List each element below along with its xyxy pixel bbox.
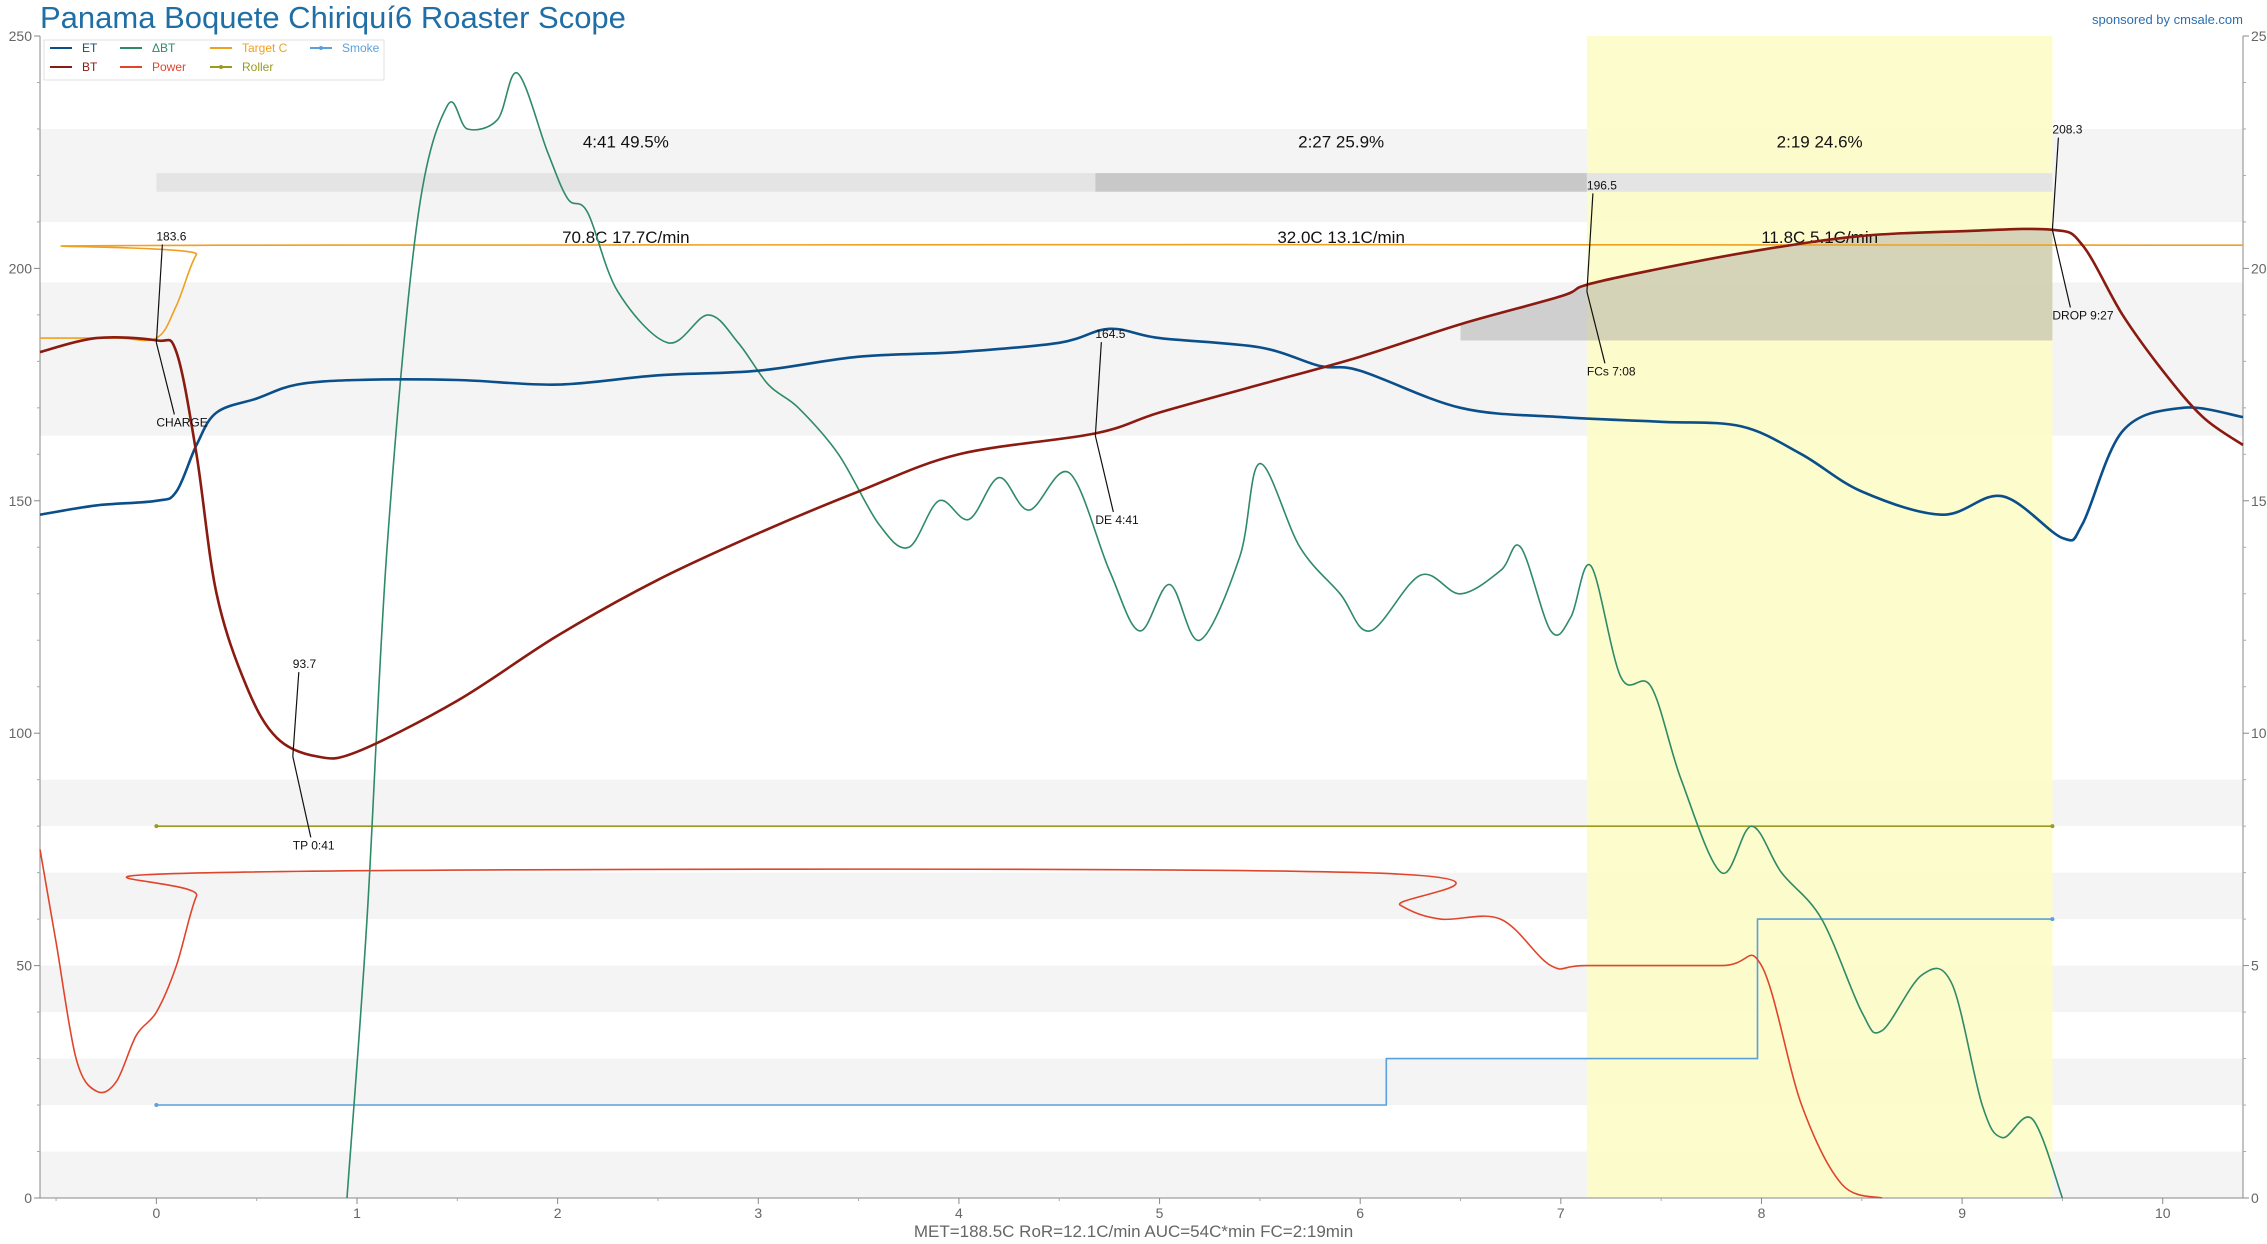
legend-item: ΔBT [120,41,176,55]
event-leader [292,672,300,757]
event-leader [292,756,312,838]
event-leader [155,244,163,343]
x-tick-label: 6 [1356,1205,1364,1221]
event-label: DROP 9:27 [2052,309,2113,323]
series-line-targetc [39,243,2244,342]
legend-item: Smoke [310,41,380,55]
phase-bar-segment [1095,173,1587,192]
phase-ror-label: 11.8C 5.1C/min [1761,228,1878,247]
event-leader [1094,342,1102,436]
event-leader [2051,137,2059,230]
phase-ror-label: 70.8C 17.7C/min [562,228,690,247]
legend-item: BT [50,60,98,74]
phase-label: 2:19 24.6% [1777,133,1863,152]
stats-line: MET=188.5C RoR=12.1C/min AUC=54C*min FC=… [913,1222,1354,1241]
x-tick-label: 9 [1958,1205,1966,1221]
event-value: 208.3 [2052,123,2082,137]
event-value: 164.5 [1095,327,1125,341]
legend-item: Roller [210,60,273,74]
y2-tick-label: 15 [2251,493,2267,509]
legend: ET BT ΔBT Power Target C Roller Smoke [43,39,385,81]
y-tick-label: 250 [9,28,33,44]
event-leader [2051,229,2071,308]
legend-label: ET [82,41,98,55]
y2-tick-label: 0 [2251,1190,2259,1206]
legend-label: Power [152,60,186,74]
legend-label: Smoke [342,41,380,55]
phase-bar-segment [1586,173,2053,192]
legend-label: Roller [242,60,273,74]
legend-item: Power [120,60,186,74]
development-band [1586,36,2053,1198]
y2-tick-label: 10 [2251,725,2267,741]
y2-tick-label: 20 [2251,260,2267,276]
phase-label: 4:41 49.5% [583,133,669,152]
legend-box [43,39,385,81]
chart-title: Panama Boquete Chiriquí6 Roaster Scope [40,0,626,35]
x-tick-label: 4 [955,1205,963,1221]
x-tick-label: 1 [353,1205,361,1221]
legend-label: ΔBT [152,41,176,55]
legend-item: Target C [210,41,288,55]
event-leader [1586,291,1606,364]
legend-item: ET [50,41,98,55]
event-value: 93.7 [293,657,317,671]
y-tick-label: 100 [9,725,33,741]
smoke-marker [154,1103,159,1108]
x-tick-label: 5 [1156,1205,1164,1221]
series-line-bt [39,227,2244,760]
roller-marker [154,824,159,829]
event-leader [1094,435,1114,513]
y-tick-label: 0 [24,1190,32,1206]
smoke-marker [2050,917,2055,922]
x-tick-label: 7 [1557,1205,1565,1221]
x-tick-label: 10 [2155,1205,2171,1221]
event-label: CHARGE [156,415,207,429]
event-value: 183.6 [156,230,186,244]
y2-tick-label: 5 [2251,958,2259,974]
y-tick-label: 200 [9,260,33,276]
phase-bar-segment [156,173,1096,192]
sponsor-link[interactable]: sponsored by cmsale.com [2091,12,2243,27]
y-tick-label: 150 [9,493,33,509]
auc-area [1460,229,2053,341]
x-tick-label: 0 [152,1205,160,1221]
event-label: FCs 7:08 [1587,364,1636,378]
event-leader [1586,193,1594,292]
y-tick-label: 50 [16,958,32,974]
event-label: TP 0:41 [293,838,335,852]
phase-label: 2:27 25.9% [1298,133,1384,152]
x-tick-label: 3 [754,1205,762,1221]
y2-tick-label: 25 [2251,28,2267,44]
event-leader [155,342,175,415]
series-line-smoke [156,918,2053,1106]
legend-label: BT [82,60,98,74]
series-line-et [39,327,2244,542]
series-line-dbt [346,72,2064,1199]
event-label: DE 4:41 [1095,513,1139,527]
x-tick-label: 2 [554,1205,562,1221]
legend-marker [219,65,223,69]
legend-marker [319,46,323,50]
phase-ror-label: 32.0C 13.1C/min [1277,228,1405,247]
legend-label: Target C [242,41,288,55]
x-tick-label: 8 [1758,1205,1766,1221]
roller-marker [2050,824,2055,829]
series-line-power [39,849,1883,1199]
event-value: 196.5 [1587,178,1617,192]
